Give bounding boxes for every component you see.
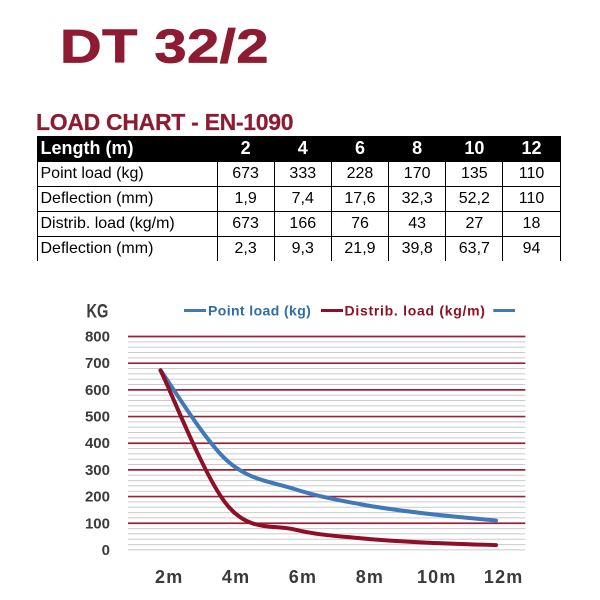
- svg-text:10m: 10m: [417, 567, 457, 587]
- svg-text:100: 100: [85, 515, 110, 532]
- svg-text:Distrib. load (kg/m): Distrib. load (kg/m): [345, 303, 486, 319]
- svg-text:600: 600: [85, 382, 110, 399]
- svg-text:4m: 4m: [222, 567, 250, 587]
- svg-text:KG: KG: [87, 301, 109, 323]
- svg-text:12m: 12m: [484, 567, 524, 587]
- svg-text:0: 0: [102, 542, 110, 559]
- svg-text:800: 800: [85, 329, 110, 346]
- svg-text:300: 300: [85, 462, 110, 479]
- svg-text:500: 500: [85, 409, 110, 426]
- svg-text:2m: 2m: [155, 567, 183, 587]
- svg-text:700: 700: [85, 355, 110, 372]
- svg-text:200: 200: [85, 489, 110, 506]
- svg-text:Point load (kg): Point load (kg): [208, 303, 311, 319]
- svg-text:8m: 8m: [356, 567, 384, 587]
- svg-text:6m: 6m: [289, 567, 317, 587]
- svg-text:400: 400: [85, 435, 110, 452]
